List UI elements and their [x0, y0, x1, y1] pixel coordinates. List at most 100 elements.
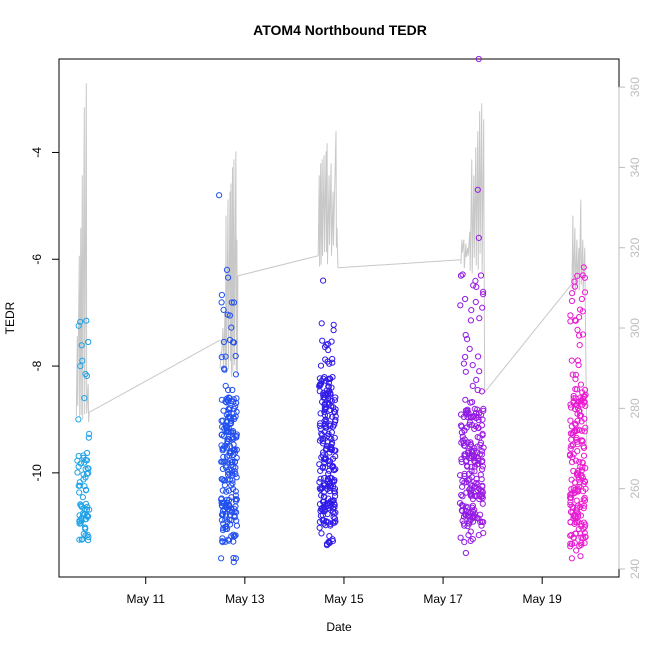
tedr-point	[322, 522, 329, 529]
tedr-point	[466, 520, 473, 527]
tedr-point	[473, 283, 480, 290]
tedr-point	[459, 493, 466, 500]
tedr-point	[568, 490, 575, 497]
tedr-point	[572, 317, 579, 324]
tedr-point	[468, 486, 475, 493]
tedr-point	[76, 482, 83, 489]
tedr-point	[581, 478, 589, 485]
tedr-point	[579, 272, 586, 279]
tedr-point	[572, 376, 579, 383]
tedr-point	[331, 397, 338, 404]
tedr-point	[575, 473, 582, 480]
tedr-point	[573, 547, 580, 554]
tedr-point	[567, 430, 575, 437]
x-tick-label: May 15	[324, 592, 364, 606]
tedr-point	[226, 404, 233, 411]
tedr-point	[229, 428, 237, 435]
tedr-point	[480, 530, 487, 537]
tedr-point	[462, 511, 469, 519]
tedr-point	[331, 447, 338, 454]
tedr-point	[466, 345, 473, 352]
tedr-point	[325, 458, 332, 465]
tedr-point	[81, 395, 88, 402]
tedr-point	[75, 322, 82, 329]
tedr-point	[316, 437, 323, 444]
tedr-point	[324, 475, 331, 482]
tedr-point	[319, 452, 326, 459]
tedr-point	[325, 401, 332, 408]
tedr-point	[573, 504, 581, 511]
tedr-point	[317, 467, 324, 474]
tedr-point	[458, 491, 465, 499]
tedr-point	[219, 538, 226, 545]
tedr-point	[476, 368, 483, 375]
tedr-point	[228, 533, 235, 540]
tedr-point	[458, 456, 465, 463]
tedr-point	[462, 353, 469, 361]
tedr-point	[574, 509, 581, 516]
tedr-point	[458, 458, 465, 466]
y2-tick-label: 280	[628, 398, 642, 418]
tedr-point	[458, 422, 465, 429]
tedr-point	[221, 482, 228, 489]
tedr-point	[459, 508, 466, 515]
tedr-point	[576, 332, 583, 339]
tedr-point	[227, 413, 234, 420]
tedr-point	[478, 388, 485, 395]
tedr-point	[458, 439, 465, 446]
tedr-point	[219, 487, 226, 494]
tedr-point	[332, 509, 339, 516]
tedr-point	[232, 352, 239, 360]
tedr-point	[218, 354, 225, 361]
tedr-point	[219, 535, 226, 542]
y-tick-label: -8	[30, 360, 44, 371]
tedr-point	[478, 422, 486, 429]
y-tick-label: -10	[30, 464, 44, 482]
tedr-point	[580, 505, 587, 512]
tedr-point	[83, 470, 91, 477]
tedr-point	[329, 536, 336, 543]
tedr-point	[231, 512, 238, 519]
tedr-point	[462, 331, 469, 339]
heading-connector-3	[337, 259, 461, 269]
tedr-point	[460, 513, 468, 520]
tedr-point	[477, 487, 485, 494]
tedr-point	[316, 524, 323, 531]
tedr-point	[461, 470, 468, 477]
tedr-point	[225, 410, 232, 417]
y-tick-label: -6	[30, 254, 44, 265]
tedr-point	[220, 407, 227, 414]
tedr-point	[572, 486, 579, 493]
tedr-point	[567, 540, 574, 547]
tedr-point	[582, 424, 589, 431]
tedr-point	[574, 326, 581, 333]
tedr-point	[473, 479, 480, 487]
tedr-point	[232, 470, 239, 478]
tedr-point	[459, 483, 466, 490]
tedr-point	[317, 380, 324, 388]
tedr-point	[568, 486, 575, 493]
tedr-point	[326, 533, 333, 540]
tedr-point	[86, 430, 93, 437]
tedr-point	[575, 426, 583, 433]
tedr-point	[476, 315, 483, 322]
tedr-point	[327, 375, 334, 382]
heading-segment-5	[571, 199, 588, 449]
tedr-point	[568, 442, 575, 449]
tedr-point	[331, 515, 338, 522]
y2-tick-label: 360	[628, 77, 642, 97]
tedr-point	[478, 522, 485, 529]
tedr-point	[571, 317, 579, 324]
x-tick-label: May 13	[225, 592, 265, 606]
tedr-point	[79, 494, 87, 501]
tedr-point	[461, 539, 468, 546]
tedr-point	[230, 435, 237, 442]
tedr-point	[81, 459, 88, 466]
tedr-point	[581, 428, 588, 435]
tedr-point	[225, 406, 232, 413]
tedr-point	[568, 297, 576, 305]
tedr-point	[474, 386, 481, 394]
tedr-point	[321, 408, 328, 415]
heading-segment-1	[75, 83, 90, 423]
tedr-point	[462, 368, 469, 375]
